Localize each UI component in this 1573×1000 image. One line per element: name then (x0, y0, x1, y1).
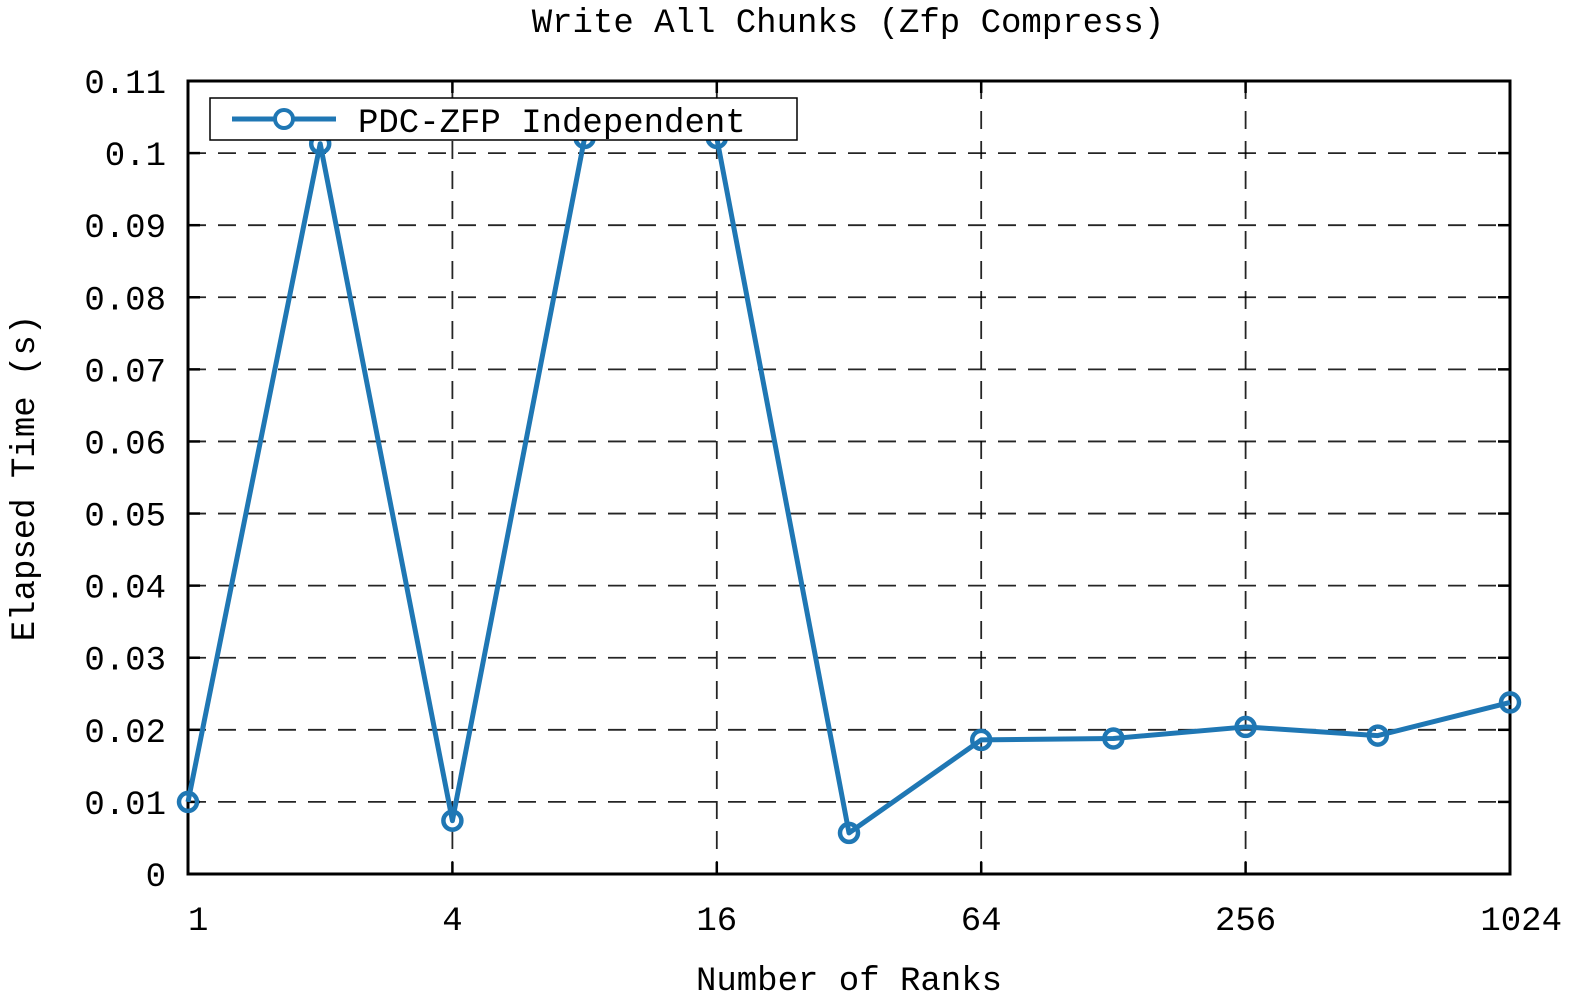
y-tick-label: 0.01 (84, 787, 166, 825)
x-tick-labels: 1 4 16 64 256 1024 (188, 903, 1562, 941)
y-tick-label: 0.06 (84, 426, 166, 464)
data-point (441, 809, 464, 832)
y-tick-label: 0.05 (84, 499, 166, 537)
legend-marker (273, 108, 295, 130)
y-tick-label: 0.03 (84, 643, 166, 681)
y-tick-label: 0 (146, 859, 166, 897)
x-tick-label: 16 (696, 903, 737, 941)
data-point (837, 821, 861, 845)
y-tick-labels: 0 0.01 0.02 0.03 0.04 0.05 0.06 0.07 0.08 0.09 0.1… (84, 66, 166, 897)
data-point (1102, 727, 1125, 750)
data-point (1498, 691, 1522, 714)
x-tick-label: 64 (961, 903, 1002, 941)
x-axis-label: Number of Ranks (696, 963, 1002, 1000)
data-point (1234, 715, 1257, 739)
y-tick-label: 0.04 (84, 571, 166, 609)
plot-frame (186, 79, 1512, 876)
y-axis-label: Elapsed Time (s) (7, 315, 45, 641)
y-tick-label: 0.11 (84, 66, 166, 104)
data-point (176, 790, 200, 814)
legend: PDC-ZFP Independent (209, 97, 798, 143)
y-tick-label: 0.02 (84, 715, 166, 753)
legend-label: PDC-ZFP Independent (358, 105, 746, 143)
x-tick-label: 4 (442, 903, 462, 941)
series-layer (176, 126, 1522, 845)
x-tick-label: 256 (1215, 903, 1276, 941)
y-tick-label: 0.08 (84, 282, 166, 320)
data-point (969, 728, 993, 752)
ticks-layer (186, 79, 1512, 876)
y-tick-label: 0.07 (84, 354, 166, 392)
x-tick-label: 1024 (1480, 903, 1562, 941)
y-tick-label: 0.09 (84, 210, 166, 248)
chart-title: Write All Chunks (Zfp Compress) (532, 5, 1165, 43)
x-tick-label: 1 (188, 903, 208, 941)
y-tick-label: 0.1 (105, 138, 166, 176)
series-line (185, 135, 1511, 836)
data-point (1366, 724, 1390, 747)
